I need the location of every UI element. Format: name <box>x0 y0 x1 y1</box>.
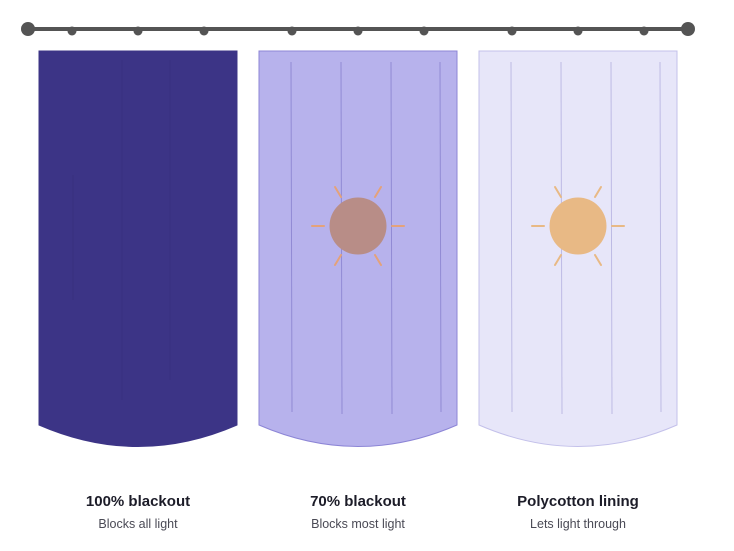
curtain-ring <box>639 26 649 36</box>
curtain-fold <box>610 61 613 415</box>
rod-end-left <box>21 22 35 36</box>
curtain-fold <box>510 61 513 413</box>
curtain-ring <box>419 26 429 36</box>
curtain-fold <box>290 61 293 413</box>
caption-subtitle: Blocks most light <box>311 517 405 531</box>
caption-blackout-70: 70% blackout Blocks most light <box>248 492 468 534</box>
curtain-ring <box>199 26 209 36</box>
curtain-ring <box>507 26 517 36</box>
rod-end-right <box>681 22 695 36</box>
curtain-fold <box>390 61 393 415</box>
caption-polycotton: Polycotton lining Lets light through <box>468 492 688 534</box>
curtain-ring <box>287 26 297 36</box>
curtain-ring <box>353 26 363 36</box>
curtain-blackout-70 <box>258 50 458 447</box>
sun-icon <box>311 186 405 266</box>
curtain-fold <box>659 61 662 413</box>
curtain-ring <box>133 26 143 36</box>
caption-subtitle: Lets light through <box>530 517 626 531</box>
caption-title: 100% blackout <box>85 493 191 510</box>
curtain-ring <box>67 26 77 36</box>
caption-subtitle: Blocks all light <box>98 517 178 531</box>
curtain-blackout-100 <box>38 50 238 447</box>
curtain-ring <box>573 26 583 36</box>
caption-blackout-100: 100% blackout Blocks all light <box>28 492 248 534</box>
curtain-panel <box>38 50 238 447</box>
curtain-fold <box>439 61 442 413</box>
caption-title: Polycotton lining <box>517 493 639 510</box>
curtain-rod <box>21 22 695 36</box>
sun-icon <box>531 186 625 266</box>
caption-title: 70% blackout <box>310 493 406 510</box>
curtain-polycotton <box>478 50 678 447</box>
